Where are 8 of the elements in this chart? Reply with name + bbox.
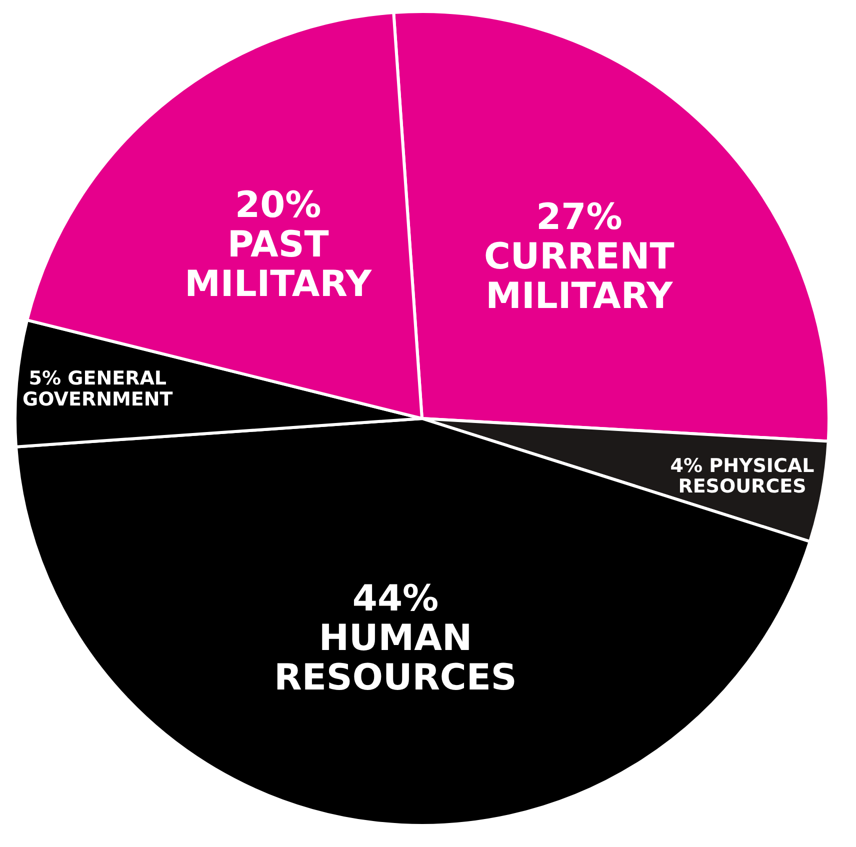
data-label: 20%: [235, 184, 322, 226]
slice-label: 5% GENERAL GOVERNMENT: [22, 368, 173, 411]
slice-label: HUMAN RESOURCES: [274, 618, 517, 699]
slice-label: CURRENT MILITARY: [484, 236, 675, 318]
slice-label: 4% PHYSICAL RESOURCES: [670, 454, 814, 498]
slice-label: PAST MILITARY: [184, 224, 373, 305]
data-label: 27%: [536, 196, 622, 238]
data-label: 44%: [352, 578, 439, 620]
